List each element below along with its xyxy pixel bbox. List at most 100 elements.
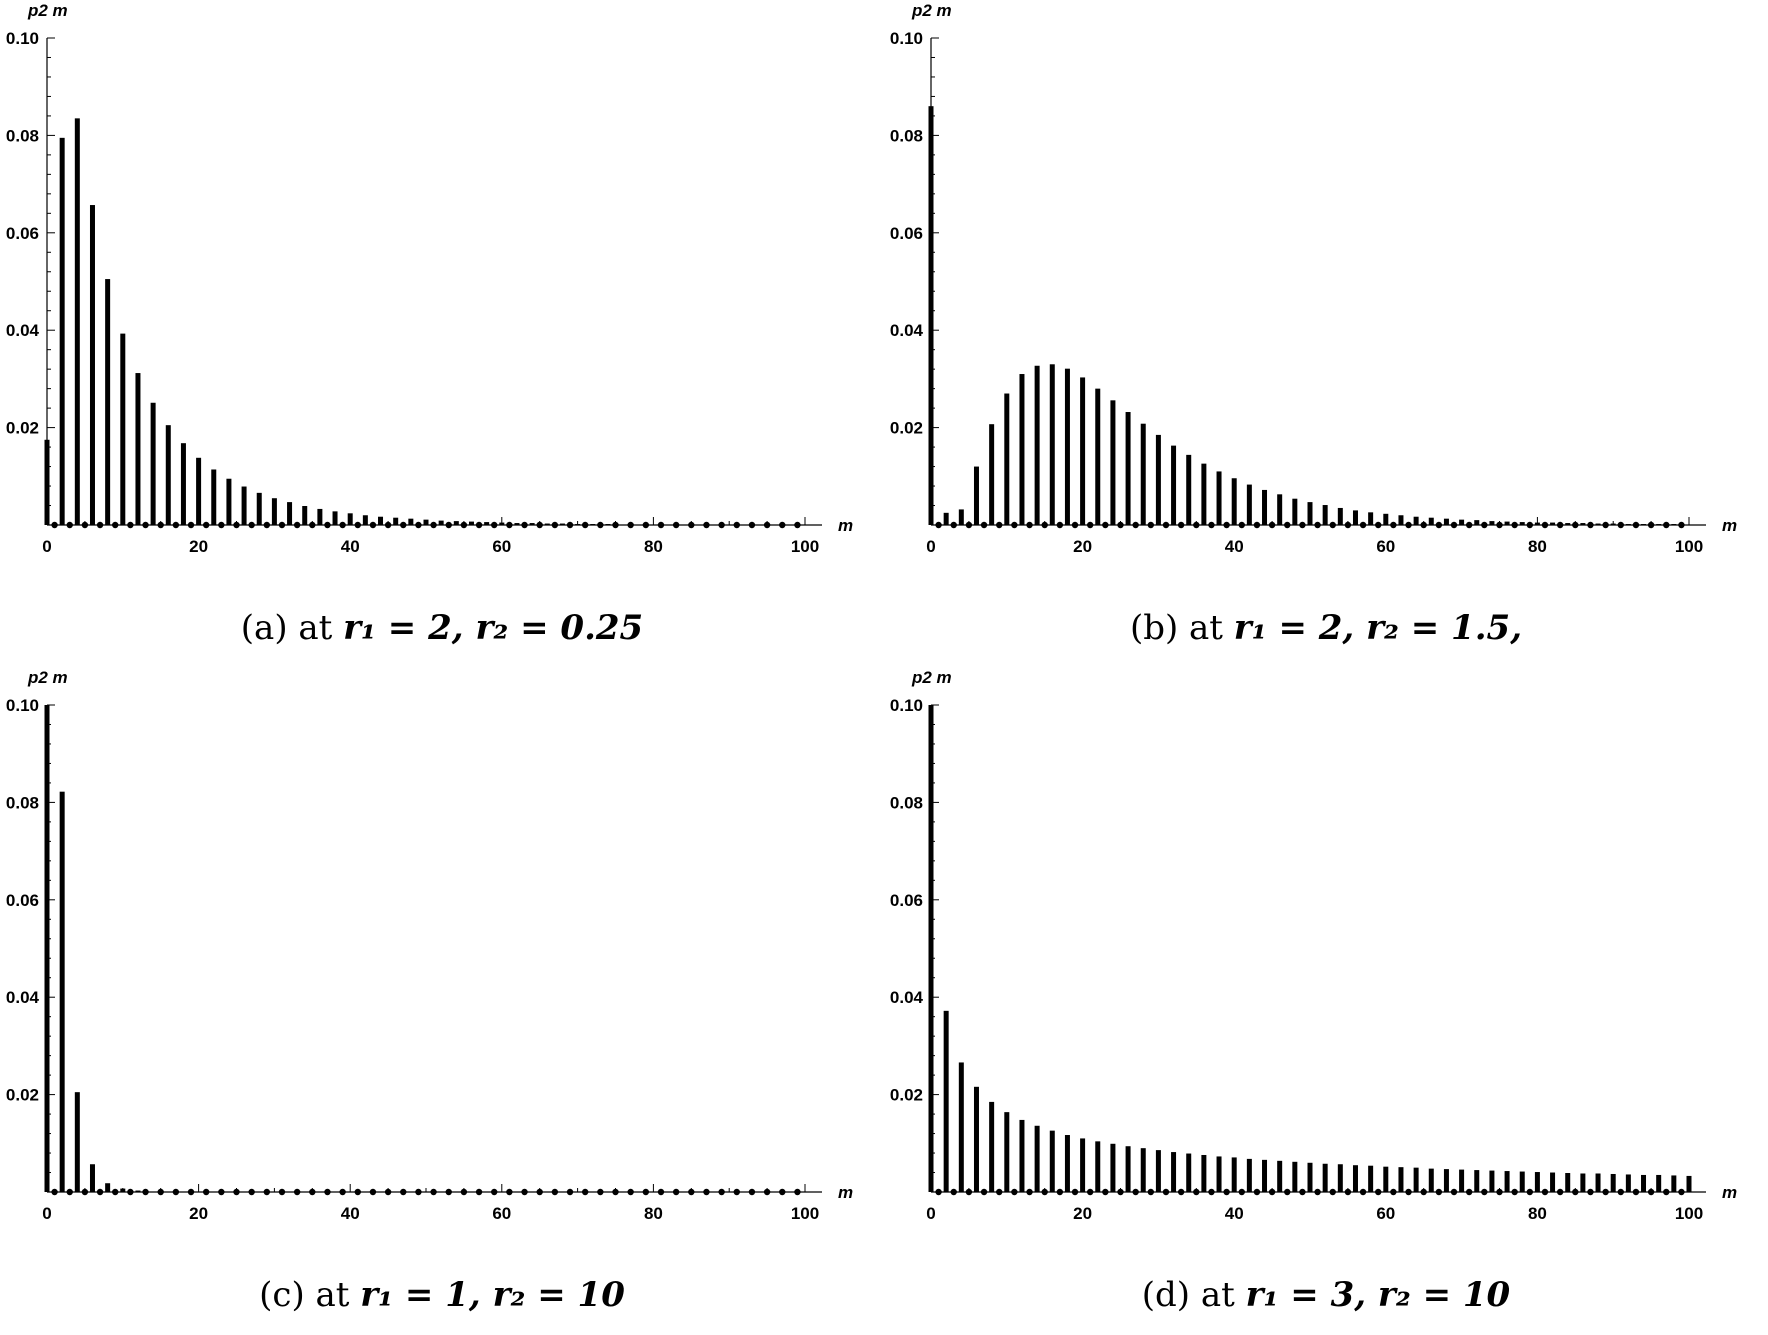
zero-point (1511, 521, 1518, 529)
zero-point (1147, 1188, 1155, 1196)
bar (135, 1190, 141, 1192)
zero-point (263, 1188, 271, 1196)
zero-point (1541, 1188, 1549, 1196)
zero-point (51, 1188, 58, 1196)
zero-point (430, 521, 437, 529)
zero-point (324, 521, 331, 529)
bar (89, 205, 95, 525)
bar (1307, 1162, 1313, 1192)
bar (1095, 1141, 1101, 1192)
zero-point (1375, 1188, 1382, 1196)
zero-point (1056, 521, 1064, 529)
zero-point (475, 1188, 483, 1196)
bar (1398, 515, 1404, 525)
zero-point (1663, 521, 1670, 529)
bar (1231, 478, 1237, 525)
bar (302, 506, 308, 525)
x-tick-label: 20 (1073, 1204, 1092, 1223)
bar (1656, 524, 1662, 525)
bar (241, 486, 247, 525)
bar (44, 439, 50, 525)
zero-point (950, 1188, 957, 1196)
bar (1428, 517, 1434, 525)
bar (1368, 512, 1374, 525)
y-tick-label: 0.08 (890, 126, 923, 145)
y-tick-label: 0.04 (6, 988, 40, 1007)
zero-point (66, 1188, 73, 1196)
caption: (d) at r₁ = 3, r₂ = 10 (884, 1275, 1768, 1315)
bar (1459, 1169, 1465, 1192)
caption-math: r₁ = 3, r₂ = 10 (1245, 1275, 1511, 1315)
bar (1413, 516, 1419, 525)
zero-point (339, 1188, 346, 1196)
bar (1171, 1152, 1177, 1192)
zero-point (96, 521, 104, 529)
x-tick-label: 100 (1675, 537, 1703, 556)
zero-point (1086, 521, 1094, 529)
y-tick-label: 0.10 (890, 696, 923, 715)
bar (1019, 1119, 1025, 1192)
bar (575, 524, 581, 525)
zero-point (1086, 1188, 1094, 1196)
zero-point (157, 1188, 164, 1196)
zero-point (1299, 521, 1306, 529)
zero-point (779, 521, 786, 529)
zero-point (1284, 521, 1291, 529)
bar (1610, 523, 1616, 525)
bar (1534, 522, 1540, 525)
zero-point (1177, 1188, 1185, 1196)
zero-point (415, 1188, 422, 1196)
zero-point (218, 1188, 225, 1196)
zero-point (1632, 521, 1640, 529)
bar (1095, 388, 1101, 525)
zero-point (384, 521, 392, 529)
zero-point (309, 521, 316, 529)
caption-math: r₁ = 2, r₂ = 1.5, (1233, 608, 1523, 648)
zero-point (1193, 1188, 1200, 1196)
bar (44, 705, 50, 1192)
bar (1550, 522, 1556, 525)
zero-point (1496, 521, 1503, 529)
zero-point (1647, 521, 1655, 529)
bar (1064, 368, 1070, 525)
caption-math: r₁ = 2, r₂ = 0.25 (343, 608, 644, 648)
bar (1140, 1148, 1146, 1192)
zero-point (980, 521, 988, 529)
zero-point (384, 1188, 392, 1196)
bar (1443, 518, 1449, 525)
zero-point (430, 1188, 437, 1196)
y-axis-label: p2 m (27, 668, 68, 687)
caption-label: (d) at (1141, 1275, 1235, 1315)
bar (393, 517, 399, 525)
bar (165, 425, 171, 525)
bar (1004, 393, 1010, 525)
zero-point (1587, 521, 1594, 529)
bar (1671, 524, 1677, 525)
bar (1474, 520, 1480, 525)
bar (287, 502, 293, 525)
zero-point (218, 521, 225, 529)
bar (74, 118, 80, 525)
bar (256, 492, 262, 525)
zero-point (1465, 1188, 1473, 1196)
x-tick-label: 40 (1225, 537, 1244, 556)
zero-point (536, 521, 543, 529)
zero-point (627, 521, 634, 529)
bar (1064, 1135, 1070, 1192)
zero-point (112, 521, 119, 529)
bar (1322, 1163, 1328, 1192)
zero-point (248, 521, 255, 529)
zero-point (1162, 1188, 1170, 1196)
zero-point (309, 1188, 316, 1196)
zero-point (521, 1188, 528, 1196)
zero-point (354, 521, 361, 529)
bar (1519, 522, 1525, 525)
zero-point (1435, 521, 1443, 529)
bar (1337, 1164, 1343, 1192)
zero-point (460, 1188, 468, 1196)
zero-point (703, 521, 710, 529)
zero-point (1026, 1188, 1033, 1196)
y-tick-label: 0.08 (6, 793, 39, 812)
y-tick-label: 0.04 (890, 988, 924, 1007)
bar (1246, 484, 1252, 525)
